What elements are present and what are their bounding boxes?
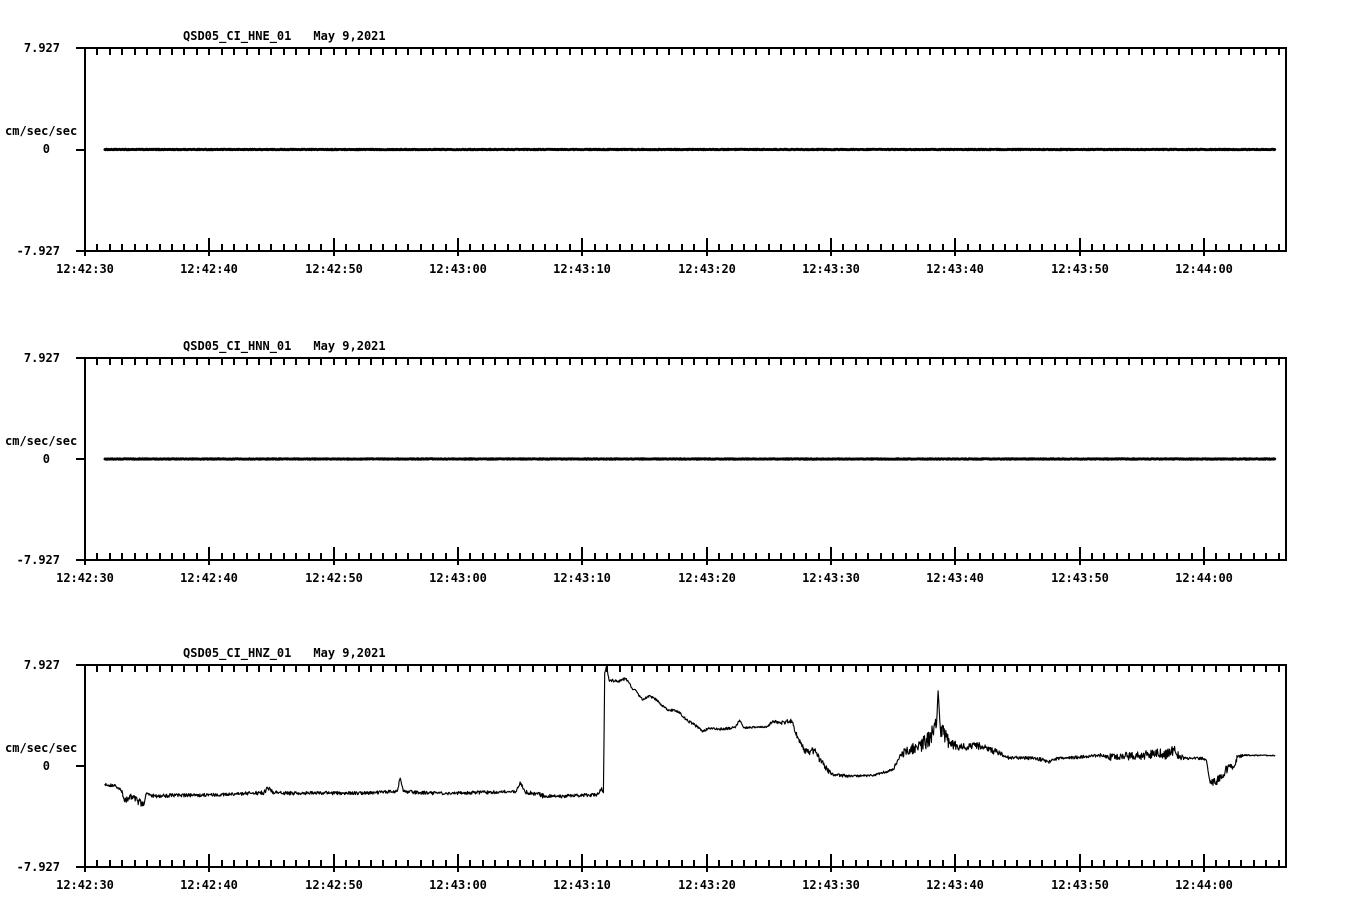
x-tick-label: 12:43:00 [429,878,487,892]
y-axis-units: cm/sec/sec [5,434,78,448]
y-tick-min: -7.927 [16,244,60,258]
x-tick-label: 12:43:50 [1051,262,1109,276]
y-axis-units: cm/sec/sec [5,124,78,138]
x-tick-label: 12:42:40 [180,262,238,276]
y-tick-zero: 0 [42,452,50,466]
y-axis-units: cm/sec/sec [5,741,78,755]
x-tick-label: 12:42:50 [305,571,363,585]
x-tick-label: 12:42:30 [56,878,114,892]
x-tick-label: 12:44:00 [1175,571,1233,585]
x-tick-label: 12:43:30 [802,571,860,585]
x-tick-label: 12:43:40 [926,262,984,276]
y-tick-min: -7.927 [16,553,60,567]
x-tick-label: 12:42:50 [305,262,363,276]
y-tick-max: 7.927 [23,351,60,365]
x-tick-label: 12:43:50 [1051,878,1109,892]
x-tick-label: 12:43:20 [678,571,736,585]
x-tick-label: 12:43:20 [678,878,736,892]
x-tick-label: 12:42:40 [180,878,238,892]
y-tick-max: 7.927 [23,658,60,672]
x-tick-label: 12:43:40 [926,878,984,892]
x-tick-label: 12:43:10 [553,878,611,892]
x-tick-label: 12:42:30 [56,571,114,585]
x-tick-label: 12:44:00 [1175,262,1233,276]
x-tick-label: 12:43:20 [678,262,736,276]
x-tick-label: 12:43:30 [802,262,860,276]
x-tick-label: 12:43:40 [926,571,984,585]
x-tick-label: 12:43:50 [1051,571,1109,585]
x-tick-label: 12:43:30 [802,878,860,892]
y-tick-zero: 0 [42,142,50,156]
x-tick-label: 12:42:40 [180,571,238,585]
panel-title: QSD05_CI_HNN_01 [183,339,292,353]
panel-title-row: QSD05_CI_HNZ_01 May 9,2021 [183,646,386,660]
panel-title-row: QSD05_CI_HNN_01 May 9,2021 [183,339,386,353]
x-tick-label: 12:42:50 [305,878,363,892]
panel-title-row: QSD05_CI_HNE_01 May 9,2021 [183,29,386,43]
x-tick-label: 12:43:10 [553,262,611,276]
panel-date: May 9,2021 [313,29,386,43]
x-tick-label: 12:43:00 [429,571,487,585]
x-tick-label: 12:43:00 [429,262,487,276]
panel-date: May 9,2021 [313,339,386,353]
panel-date: May 9,2021 [313,646,386,660]
panel-title: QSD05_CI_HNE_01 [183,29,292,43]
x-tick-label: 12:44:00 [1175,878,1233,892]
y-tick-zero: 0 [42,759,50,773]
y-tick-min: -7.927 [16,860,60,874]
y-tick-max: 7.927 [23,41,60,55]
panel-title: QSD05_CI_HNZ_01 [183,646,292,660]
x-tick-label: 12:43:10 [553,571,611,585]
x-tick-label: 12:42:30 [56,262,114,276]
